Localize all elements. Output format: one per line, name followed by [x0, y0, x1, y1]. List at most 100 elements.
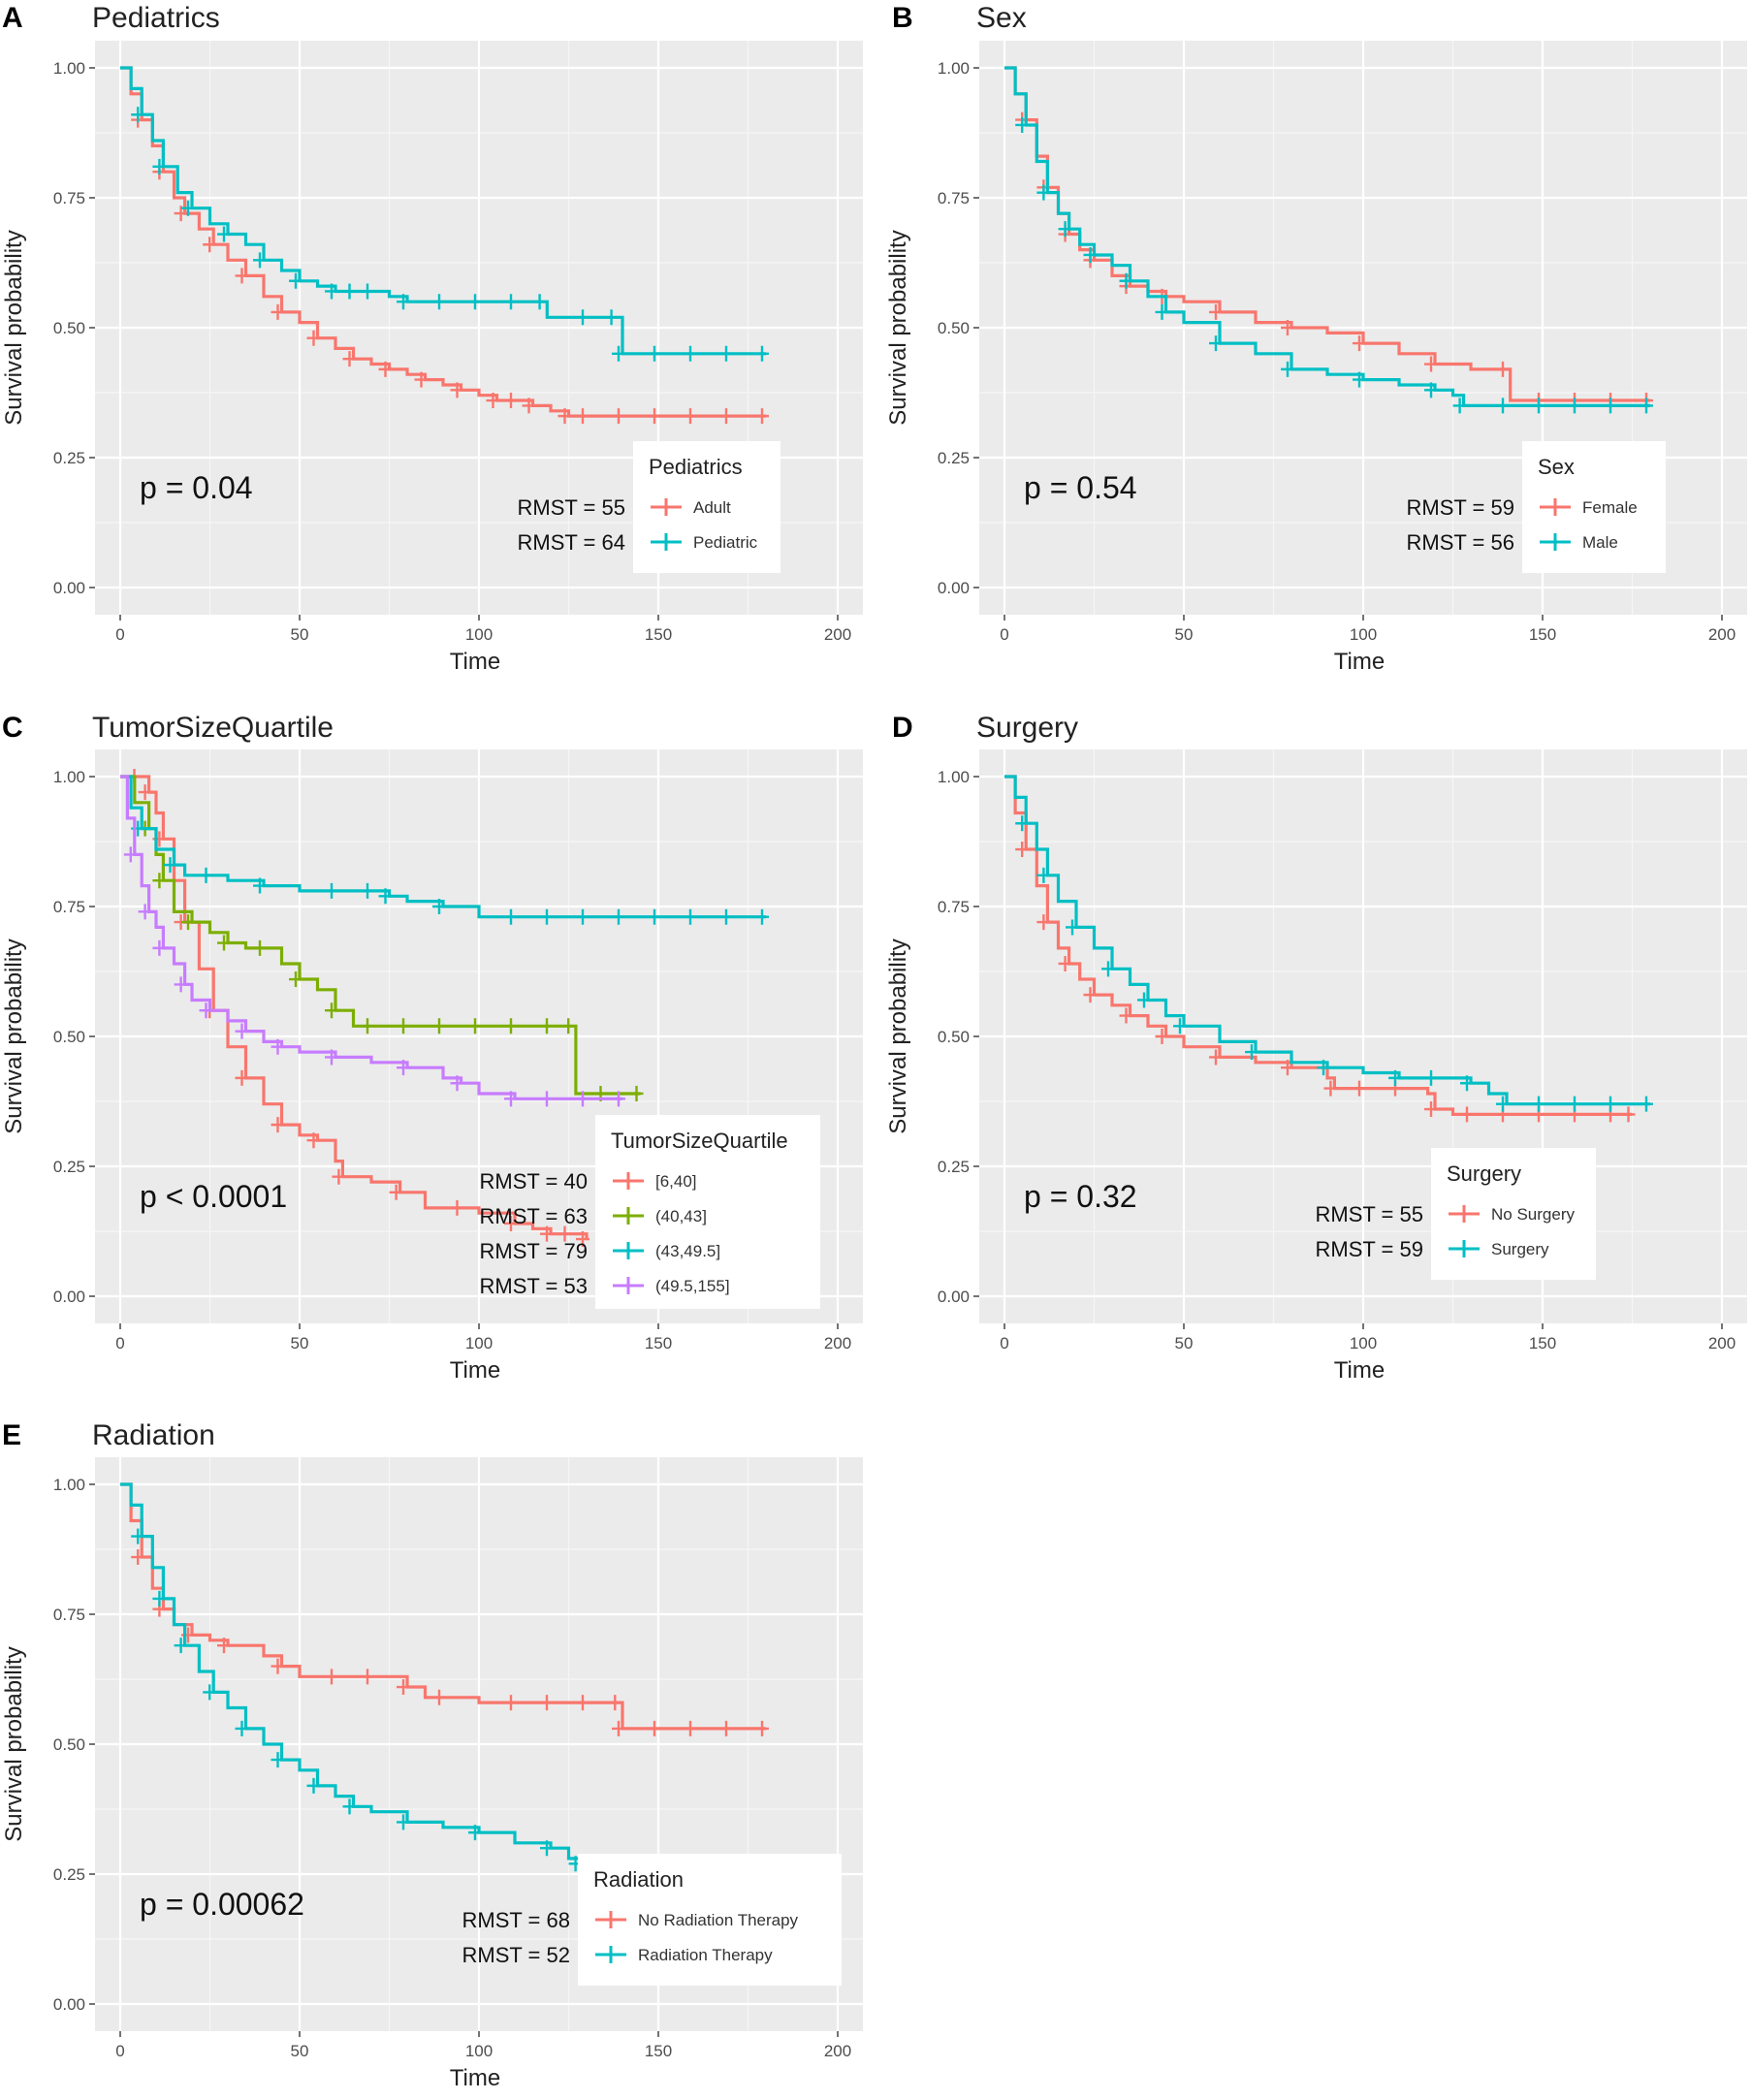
- series-0-censor-mark: [450, 382, 464, 398]
- series-1-censor-mark: [719, 345, 733, 362]
- series-0-censor-mark: [755, 408, 769, 425]
- series-0-censor-mark: [1424, 356, 1438, 372]
- series-1-censor-mark: [1568, 1096, 1581, 1112]
- series-2-censor-mark: [719, 908, 733, 925]
- series-1-censor-mark: [361, 1018, 374, 1034]
- series-3-censor-mark: [152, 939, 167, 956]
- series-1-censor-mark: [1388, 1069, 1402, 1086]
- y-tick-label: 0.00: [938, 1288, 970, 1306]
- series-2-censor-mark: [325, 882, 338, 899]
- series-1-censor-mark: [561, 1018, 576, 1034]
- legend-title: Radiation: [593, 1867, 684, 1892]
- series-1-censor-mark: [217, 226, 231, 242]
- series-0-censor-mark: [271, 303, 285, 320]
- series-0-censor-mark: [131, 1549, 145, 1566]
- x-tick-label: 200: [1708, 625, 1736, 644]
- survival-curves: [120, 66, 769, 425]
- p-value: p = 0.32: [1024, 1179, 1137, 1214]
- gridlines: [979, 41, 1747, 615]
- series-1-censor-mark: [1245, 1044, 1258, 1061]
- series-0-censor-mark: [486, 393, 500, 409]
- x-tick-label: 200: [824, 1334, 851, 1352]
- legend: TumorSizeQuartile [6,40] (40,43] (43,49.5] (…: [595, 1115, 820, 1309]
- p-value: p = 0.04: [140, 470, 253, 505]
- x-tick-label: 150: [645, 1334, 672, 1352]
- series-2-censor-mark: [612, 908, 625, 925]
- p-value: p = 0.54: [1024, 470, 1137, 505]
- series-0-censor-mark: [332, 1168, 346, 1185]
- y-tick-label: 1.00: [53, 59, 85, 78]
- x-tick-label: 150: [645, 2042, 672, 2060]
- series-3-curve: [120, 775, 622, 1100]
- y-tick-label: 0.00: [938, 579, 970, 597]
- x-tick-label: 50: [291, 1334, 309, 1352]
- series-1-censor-mark: [342, 283, 357, 300]
- y-tick-label: 0.00: [53, 1288, 85, 1306]
- legend: Radiation No Radiation Therapy Radiation T…: [578, 1854, 842, 1986]
- legend-key-1: [651, 533, 682, 551]
- series-1-curve: [1004, 775, 1650, 1106]
- series-0-censor-mark: [1036, 914, 1051, 931]
- series-1-censor-mark: [131, 1528, 145, 1544]
- series-1-curve: [120, 775, 641, 1096]
- legend-key-1: [1540, 533, 1571, 551]
- series-0-censor-mark: [576, 1695, 589, 1711]
- series-0-censor-mark: [1496, 361, 1510, 377]
- x-axis-title: Time: [1334, 649, 1385, 675]
- legend-label-0: No Radiation Therapy: [638, 1911, 799, 1929]
- series-0-censor-mark: [1323, 1080, 1338, 1097]
- legend-key-3: [613, 1277, 644, 1294]
- x-tick-label: 0: [115, 2042, 124, 2060]
- legend-label-0: Female: [1582, 498, 1638, 517]
- series-0-censor-mark: [174, 206, 188, 222]
- series-0-censor-mark: [342, 351, 357, 367]
- series-1-censor-mark: [253, 252, 267, 269]
- series-3-censor-mark: [123, 846, 138, 863]
- legend-title: TumorSizeQuartile: [611, 1129, 788, 1153]
- rmst-label-0: RMST = 55: [1316, 1202, 1423, 1226]
- series-1-censor-mark: [131, 107, 145, 123]
- series-0-censor-mark: [608, 1695, 622, 1711]
- series-1-censor-mark: [1173, 1018, 1187, 1034]
- rmst-label-3: RMST = 53: [480, 1274, 588, 1298]
- series-3-censor-mark: [325, 1049, 338, 1066]
- legend-key-2: [613, 1242, 644, 1259]
- series-1-censor-mark: [1604, 1096, 1617, 1112]
- series-1-censor-mark: [1083, 246, 1098, 263]
- series-0-censor-mark: [719, 408, 733, 425]
- legend-title: Surgery: [1447, 1161, 1521, 1186]
- panel-d: D Surgery 0.00 0.25 0.50 0.75 1.00 0 50 100 150 200…: [885, 712, 1747, 1384]
- series-0-censor-mark: [648, 1720, 661, 1736]
- series-1-censor-mark: [468, 1825, 482, 1841]
- series-1-censor-mark: [612, 345, 625, 362]
- series-1-censor-mark: [289, 971, 303, 988]
- x-axis-title: Time: [450, 1357, 500, 1384]
- x-axis-title: Time: [1334, 1357, 1385, 1384]
- legend-label-1: Male: [1582, 533, 1618, 552]
- y-tick-label: 0.25: [53, 1158, 85, 1176]
- series-1-censor-mark: [181, 200, 195, 216]
- series-1-censor-mark: [1281, 361, 1294, 377]
- series-3-censor-mark: [199, 1002, 213, 1019]
- rmst-label-1: RMST = 59: [1316, 1237, 1423, 1261]
- x-tick-label: 150: [1529, 625, 1556, 644]
- series-0-censor-mark: [306, 1132, 321, 1149]
- series-2-censor-mark: [576, 908, 589, 925]
- series-0-censor-mark: [684, 408, 697, 425]
- series-0-censor-mark: [612, 1720, 625, 1736]
- x-tick-label: 0: [1000, 625, 1008, 644]
- p-value: p < 0.0001: [140, 1179, 287, 1214]
- series-0-censor-mark: [389, 1184, 403, 1200]
- series-0-censor-mark: [1155, 1029, 1169, 1044]
- x-tick-label: 100: [1350, 625, 1377, 644]
- series-0-censor-mark: [576, 408, 589, 425]
- y-tick-label: 0.00: [53, 1995, 85, 2014]
- series-1-censor-mark: [504, 294, 518, 310]
- y-axis-title: Survival probability: [885, 939, 911, 1133]
- rmst-label-1: RMST = 56: [1407, 530, 1514, 555]
- series-1-censor-mark: [540, 1840, 554, 1857]
- series-2-censor-mark: [684, 908, 697, 925]
- x-tick-label: 200: [824, 625, 851, 644]
- series-0-censor-mark: [1621, 1106, 1636, 1123]
- series-0-censor-mark: [271, 1117, 285, 1133]
